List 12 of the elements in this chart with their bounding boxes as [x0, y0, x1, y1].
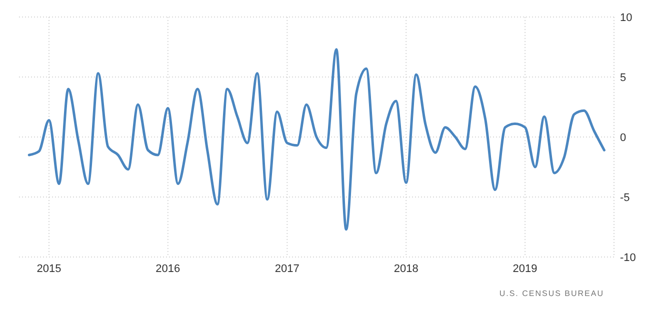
x-tick-label: 2018: [394, 263, 418, 275]
y-tick-label: -10: [620, 252, 636, 264]
line-series: [28, 48, 606, 231]
y-tick-label: 10: [620, 12, 632, 24]
y-tick-label: 0: [620, 132, 626, 144]
x-tick-label: 2016: [156, 263, 180, 275]
text: U.S. CENSUS BUREAU: [499, 289, 604, 298]
y-tick-label: 5: [620, 72, 626, 84]
x-tick-label: 2015: [36, 263, 62, 275]
x-tick-label: 2017: [274, 263, 300, 275]
y-tick-label: -5: [620, 192, 630, 204]
x-tick-label: 2019: [512, 263, 538, 275]
